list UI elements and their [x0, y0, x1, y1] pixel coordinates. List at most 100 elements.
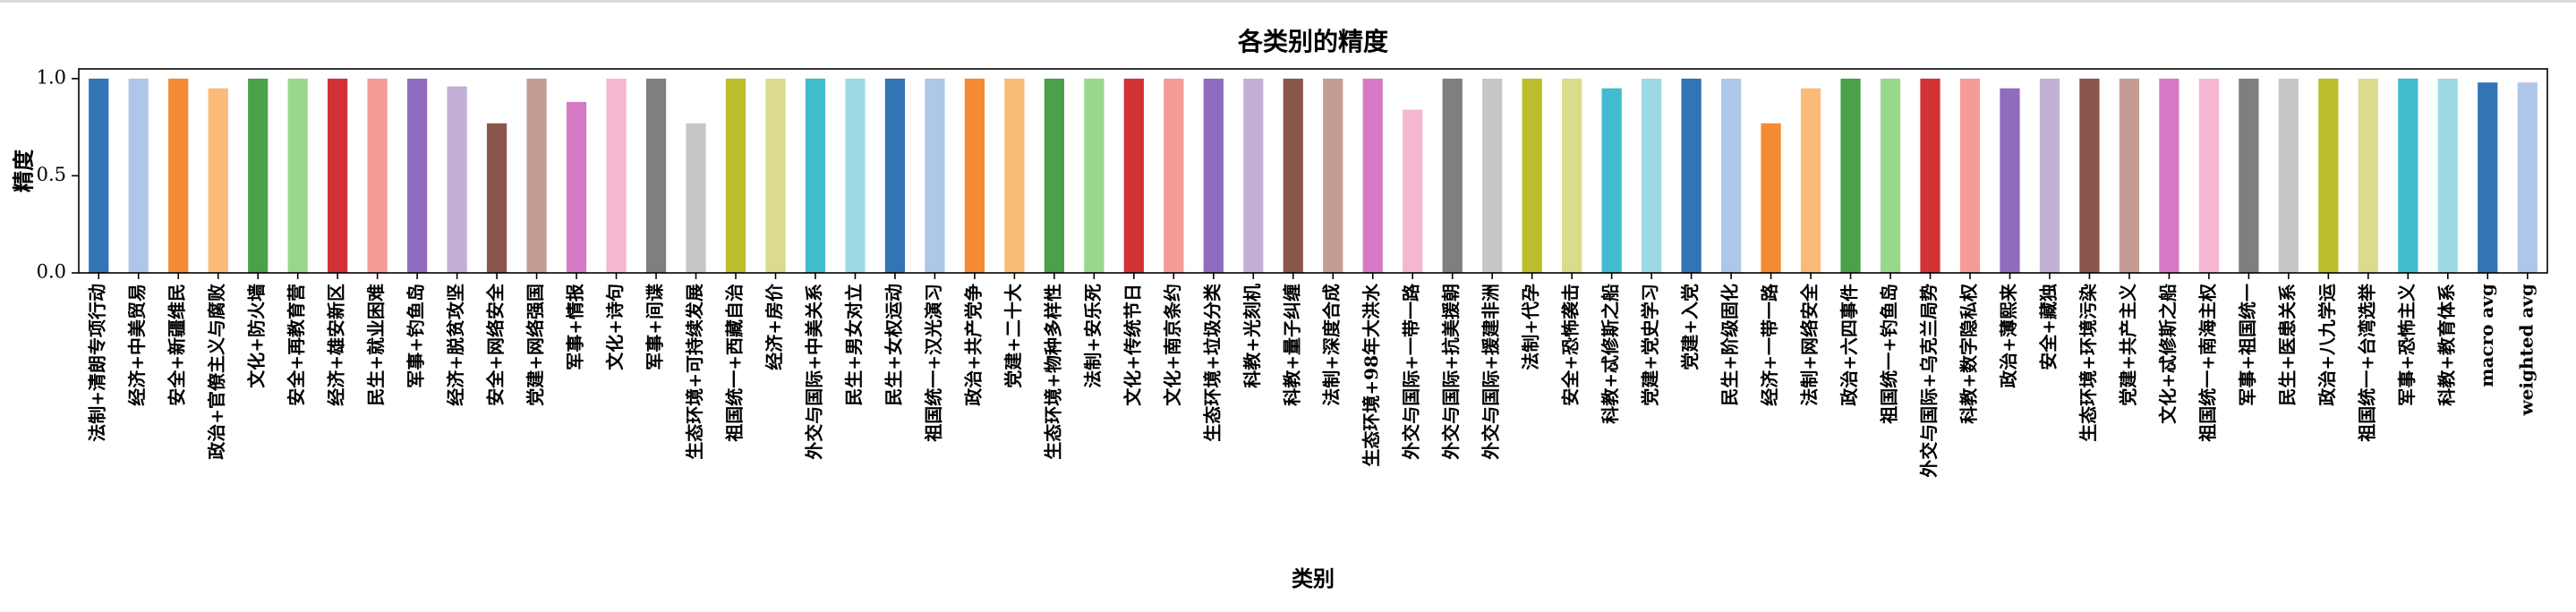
- x-tick-label: 科教+忒修斯之船: [1599, 284, 1621, 424]
- bar: [645, 78, 667, 273]
- bar: [2318, 78, 2339, 273]
- top-border: [0, 0, 2576, 3]
- x-tick-label: 军事+恐怖主义: [2396, 284, 2418, 406]
- bar: [1601, 88, 1622, 274]
- x-tick-label: 生态环境+环境污染: [2077, 283, 2099, 442]
- x-tick-label: 民生+医患关系: [2276, 284, 2298, 406]
- x-tick-label: 外交与国际+抗美援朝: [1440, 284, 1462, 460]
- y-tick-label: 1.0: [37, 66, 66, 88]
- y-axis-label: 精度: [11, 149, 37, 192]
- x-tick-label: 文化+诗句: [604, 284, 626, 370]
- x-tick-label: 安全+网络安全: [485, 283, 507, 406]
- x-tick-label: 外交与国际+援建非洲: [1480, 284, 1502, 460]
- bar: [2079, 78, 2100, 273]
- bar: [1562, 78, 1582, 273]
- bar: [1800, 88, 1821, 274]
- x-tick-label: 文化+防火墙: [246, 284, 268, 388]
- bar: [2119, 78, 2140, 273]
- x-tick-label: 安全+新疆维民: [166, 284, 188, 406]
- bar: [2278, 78, 2299, 273]
- bar: [1880, 78, 1901, 273]
- x-tick-label: 安全+恐怖袭击: [1560, 284, 1582, 406]
- x-tick-label: 政治+共产党争: [962, 284, 984, 406]
- bar: [1442, 78, 1463, 273]
- x-tick-label: 安全+再教育营: [286, 284, 307, 406]
- x-axis-label: 类别: [1292, 565, 1335, 591]
- bar: [606, 78, 627, 273]
- x-tick-label: 外交与国际+乌克兰局势: [1918, 284, 1940, 478]
- x-tick-label: 科教+光刻机: [1241, 284, 1263, 388]
- x-tick-label: 党建+共产主义: [2117, 284, 2138, 406]
- bar: [566, 101, 587, 273]
- bar: [725, 78, 746, 273]
- bar: [1920, 78, 1941, 273]
- bar: [287, 78, 308, 273]
- bar: [2517, 82, 2538, 273]
- x-tick-label: 祖国统一+汉光演习: [923, 284, 944, 443]
- bar: [2039, 78, 2060, 273]
- x-tick-label: 外交与国际+一带一路: [1401, 283, 1422, 460]
- x-tick-label: 军事+间谍: [644, 284, 666, 370]
- x-tick-label: 祖国统一+钓鱼岛: [1879, 284, 1900, 425]
- bar: [2159, 78, 2179, 273]
- bar: [1522, 78, 1542, 273]
- x-tick-label: 科教+量子纠缠: [1281, 284, 1302, 406]
- x-tick-label: 党建+二十大: [1002, 284, 1024, 388]
- bar: [1840, 78, 1861, 273]
- x-tick-label: 经济+房价: [763, 283, 785, 370]
- bar: [328, 78, 348, 273]
- bar: [1283, 78, 1303, 273]
- x-tick-label: 政治+六四事件: [1838, 284, 1860, 406]
- x-tick-label: 军事+情报: [565, 284, 586, 370]
- bar: [367, 78, 388, 273]
- x-tick-label: 科教+数字隐私权: [1958, 283, 1979, 424]
- bar: [686, 123, 706, 273]
- x-tick-label: 法制+清朗专项行动: [87, 284, 108, 442]
- chart-title: 各类别的精度: [1237, 27, 1388, 56]
- bar: [1203, 78, 1224, 273]
- bar: [884, 78, 906, 273]
- x-tick-label: 祖国统一+台湾选举: [2356, 283, 2377, 443]
- x-tick-label: 军事+钓鱼岛: [405, 284, 427, 388]
- bar: [486, 123, 508, 273]
- x-tick-label: 法制+安乐死: [1082, 284, 1104, 388]
- x-tick-label: 科教+教育体系: [2435, 284, 2457, 406]
- x-tick-label: weighted avg: [2515, 284, 2537, 417]
- bar: [1362, 78, 1383, 273]
- x-tick-label: 法制+网络安全: [1799, 283, 1821, 406]
- x-tick-label: 文化+南京条约: [1162, 284, 1183, 406]
- bar: [1323, 78, 1343, 273]
- x-tick-label: 法制+深度合成: [1321, 284, 1343, 406]
- bar: [2198, 78, 2220, 273]
- bar: [89, 78, 109, 273]
- x-tick-label: 民生+女权运动: [883, 284, 904, 406]
- x-tick-label: 文化+传统节日: [1122, 284, 1143, 406]
- bar: [2239, 78, 2259, 273]
- x-tick-label: 祖国统一+南海主权: [2196, 283, 2218, 443]
- bar: [447, 86, 467, 273]
- bar: [1482, 78, 1503, 273]
- y-tick-label: 0.0: [37, 261, 66, 283]
- x-tick-label: 党建+入党: [1679, 284, 1701, 370]
- axes-frame: [78, 68, 2548, 274]
- x-tick-label: 军事+祖国统一: [2237, 284, 2258, 406]
- x-tick-label: 生态环境+物种多样性: [1042, 284, 1063, 460]
- x-tick-label: 法制+代孕: [1520, 284, 1541, 370]
- bar: [2000, 88, 2020, 274]
- bar: [1720, 78, 1742, 273]
- bar: [1084, 78, 1105, 273]
- x-tick-label: macro avg: [2476, 284, 2497, 387]
- plot-area: 0.0 0.5 1.0 法制+清朗专项行动 经济+中美贸易 安全+新疆维民 政治+官僚主义与…: [37, 66, 2548, 478]
- bar: [526, 78, 547, 273]
- bar: [1004, 78, 1025, 273]
- bar: [765, 78, 786, 273]
- bar: [1959, 78, 1981, 273]
- bar: [1243, 78, 1264, 273]
- x-tick-label: 民生+阶级固化: [1719, 284, 1741, 406]
- x-tick-label: 民生+男女对立: [843, 284, 865, 406]
- x-tick-label: 文化+忒修斯之船: [2157, 284, 2179, 424]
- bar: [1641, 78, 1662, 273]
- x-tick-label: 经济+中美贸易: [126, 284, 148, 406]
- bar: [1123, 78, 1144, 273]
